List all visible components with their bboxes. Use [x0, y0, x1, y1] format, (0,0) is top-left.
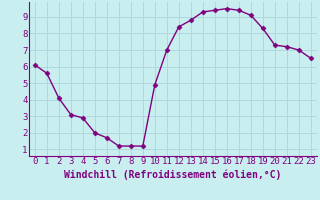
X-axis label: Windchill (Refroidissement éolien,°C): Windchill (Refroidissement éolien,°C)	[64, 169, 282, 180]
